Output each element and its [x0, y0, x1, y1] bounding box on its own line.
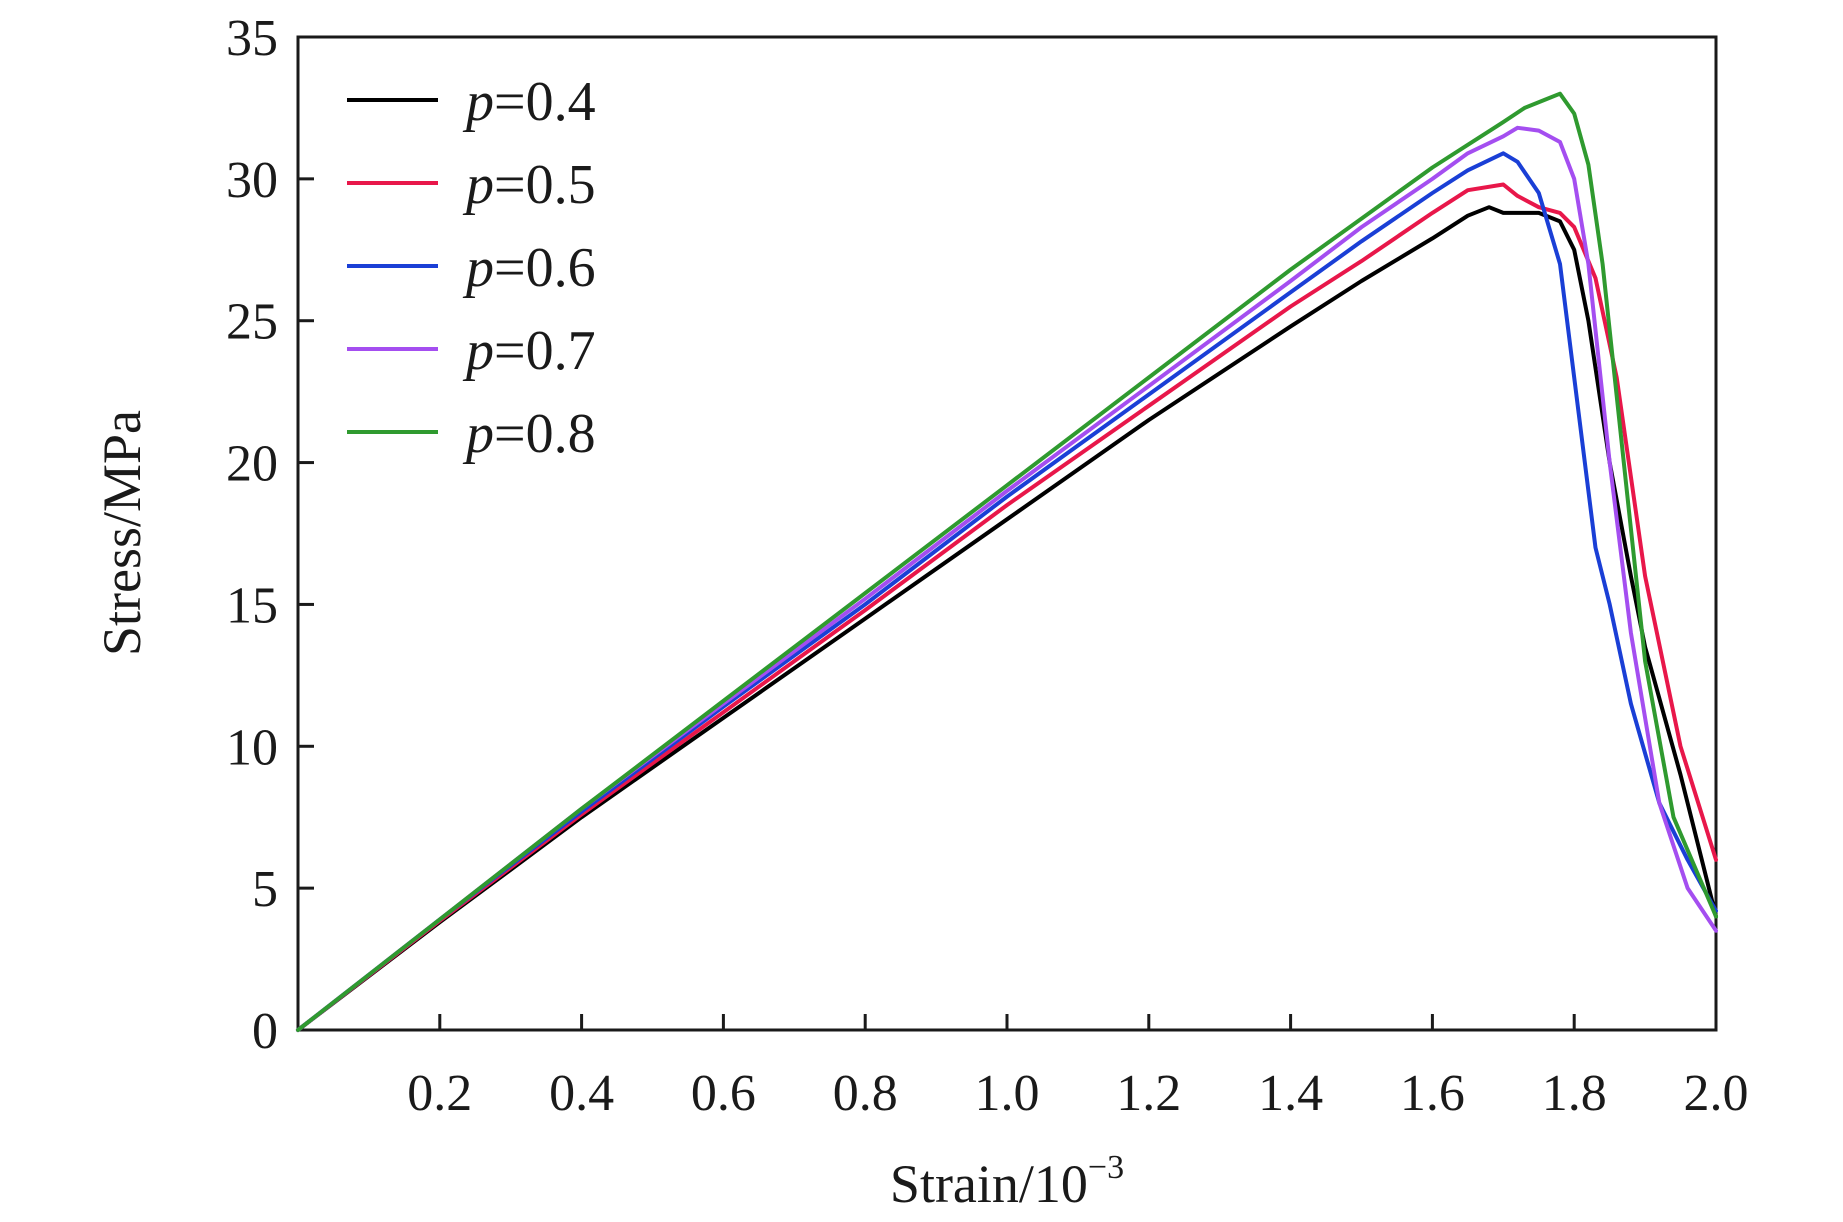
y-tick-label: 5: [252, 861, 278, 918]
y-tick-label: 20: [226, 436, 278, 493]
x-tick-label: 0.4: [549, 1065, 614, 1122]
legend-label: p=0.5: [462, 154, 596, 216]
x-tick-label: 0.6: [691, 1065, 756, 1122]
y-axis: 0 5 10 15 20 25 30 35: [226, 10, 314, 1060]
y-tick-label: 15: [226, 577, 278, 634]
series-line-5: [296, 91, 1718, 1032]
legend-label: p=0.7: [462, 320, 596, 382]
y-tick-label: 10: [226, 719, 278, 776]
x-tick-label: 1.6: [1400, 1065, 1465, 1122]
x-tick-label: 2.0: [1684, 1065, 1749, 1122]
y-tick-label: 0: [252, 1003, 278, 1060]
x-axis: 0.2 0.4 0.6 0.8 1.0 1.2 1.4 1.6 1.8 2.0: [407, 1014, 1749, 1122]
series-line-2: [296, 182, 1718, 1032]
x-tick-label: 0.8: [833, 1065, 898, 1122]
y-tick-label: 30: [226, 152, 278, 209]
x-tick-label: 1.0: [975, 1065, 1040, 1122]
y-tick-label: 25: [226, 294, 278, 351]
x-tick-label: 0.2: [407, 1065, 472, 1122]
series-lines: [296, 91, 1718, 1032]
series-line-3: [296, 151, 1718, 1032]
legend-label: p=0.4: [462, 71, 596, 133]
x-tick-label: 1.4: [1258, 1065, 1323, 1122]
y-tick-label: 35: [226, 10, 278, 67]
x-axis-title: Strain/10−3: [890, 1149, 1124, 1214]
y-axis-title: Stress/MPa: [92, 410, 152, 656]
legend-label: p=0.8: [462, 403, 596, 465]
series-line-1: [296, 205, 1718, 1032]
x-tick-label: 1.2: [1116, 1065, 1181, 1122]
series-line-4: [296, 125, 1718, 1032]
legend: p=0.4 p=0.5 p=0.6 p=0.7 p=0.8: [347, 71, 596, 465]
x-tick-label: 1.8: [1542, 1065, 1607, 1122]
legend-label: p=0.6: [462, 237, 596, 299]
